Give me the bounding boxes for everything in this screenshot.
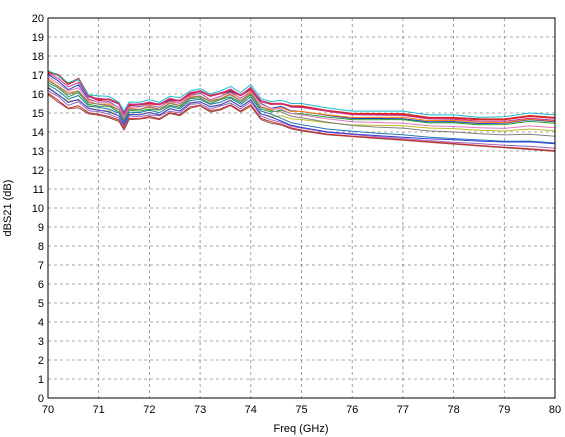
y-tick-label: 20 — [32, 13, 44, 25]
y-tick-label: 4 — [38, 317, 44, 329]
y-tick-label: 7 — [38, 260, 44, 272]
grid-lines — [48, 18, 555, 398]
y-tick-label: 19 — [32, 32, 44, 44]
x-axis-label: Freq (GHz) — [274, 423, 329, 435]
x-tick-label: 76 — [346, 404, 358, 416]
x-tick-label: 78 — [447, 404, 459, 416]
series-line — [47, 72, 556, 122]
series-line — [47, 84, 556, 144]
series-group — [47, 70, 556, 152]
series-line — [47, 76, 556, 129]
y-tick-label: 14 — [32, 127, 44, 139]
x-tick-label: 71 — [93, 404, 105, 416]
series-line — [47, 90, 556, 149]
y-tick-label: 17 — [32, 70, 44, 82]
y-tick-label: 8 — [38, 241, 44, 253]
x-tick-label: 79 — [498, 404, 510, 416]
series-line — [47, 82, 556, 126]
series-line — [47, 92, 556, 152]
series-line — [47, 80, 556, 137]
y-tick-label: 1 — [38, 374, 44, 386]
x-tick-label: 80 — [549, 404, 561, 416]
x-tick-label: 73 — [194, 404, 206, 416]
y-tick-label: 2 — [38, 355, 44, 367]
y-tick-label: 10 — [32, 203, 44, 215]
x-tick-label: 77 — [397, 404, 409, 416]
y-tick-label: 3 — [38, 336, 44, 348]
y-tick-label: 12 — [32, 165, 44, 177]
y-tick-label: 9 — [38, 222, 44, 234]
x-tick-label: 75 — [295, 404, 307, 416]
series-line — [47, 70, 556, 118]
y-axis-label: dBS21 (dB) — [2, 180, 14, 237]
y-tick-label: 16 — [32, 89, 44, 101]
y-tick-label: 11 — [33, 184, 44, 196]
y-tick-label: 6 — [38, 279, 44, 291]
x-tick-label: 72 — [143, 404, 155, 416]
plot-frame — [47, 17, 556, 399]
series-line — [47, 94, 556, 152]
y-tick-label: 13 — [32, 146, 44, 158]
y-tick-label: 15 — [32, 108, 44, 120]
x-tick-label: 70 — [42, 404, 54, 416]
series-line — [47, 87, 556, 145]
y-tick-label: 5 — [38, 298, 44, 310]
y-tick-label: 18 — [32, 51, 44, 63]
y-tick-label: 0 — [38, 393, 44, 405]
x-tick-labels: 70 71 72 73 74 75 76 77 78 79 80 — [42, 404, 561, 416]
x-tick-label: 74 — [245, 404, 257, 416]
